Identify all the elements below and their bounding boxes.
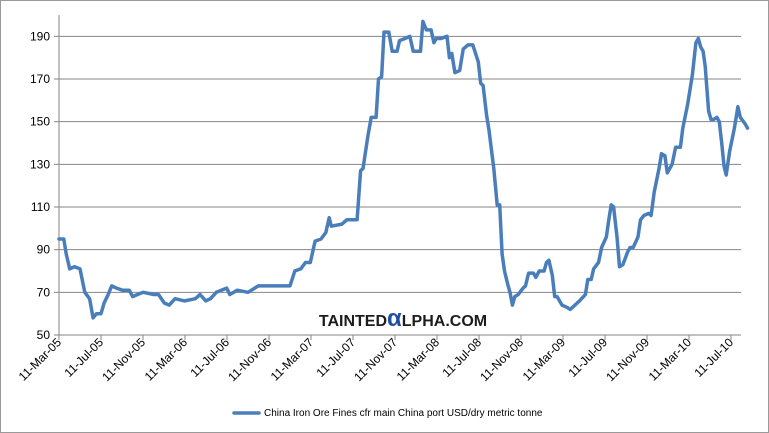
y-tick-label: 170	[30, 72, 50, 86]
y-tick-label: 50	[37, 328, 51, 342]
x-tick-label: 11-Mar-08	[394, 335, 443, 384]
x-tick-label: 11-Nov-05	[99, 335, 148, 384]
watermark-background	[306, 306, 499, 332]
legend: China Iron Ore Fines cfr main China port…	[232, 408, 543, 419]
legend-label: China Iron Ore Fines cfr main China port…	[264, 408, 543, 419]
watermark-text-before: TAINTED	[319, 313, 387, 330]
series-layer	[57, 19, 750, 320]
y-tick-label: 90	[37, 243, 51, 257]
x-tick-label: 11-Nov-06	[225, 335, 274, 384]
axes	[58, 15, 741, 336]
x-tick-label: 11-Nov-09	[603, 335, 652, 384]
series-line	[57, 19, 750, 320]
x-tick-label: 11-Mar-07	[268, 335, 317, 384]
watermark-text-after: LPHA.COM	[402, 313, 487, 330]
y-tick-label: 190	[30, 29, 50, 43]
watermark-alpha-glyph: α	[387, 305, 402, 332]
y-tick-label: 130	[30, 157, 50, 171]
watermark-logo: TAINTEDαLPHA.COM	[306, 305, 499, 332]
y-tick-label: 70	[37, 285, 51, 299]
x-tick-label: 11-Mar-10	[646, 335, 695, 384]
gridlines	[59, 35, 741, 293]
x-tick-label: 11-Mar-05	[16, 335, 65, 384]
x-tick-label: 11-Nov-08	[477, 335, 526, 384]
x-tick-label: 11-Nov-07	[351, 335, 400, 384]
watermark-text: TAINTEDαLPHA.COM	[319, 305, 487, 332]
x-tick-label: 11-Mar-09	[520, 335, 569, 384]
y-axis-ticks: 50 70 90 110 130 150 170 190	[30, 29, 59, 342]
x-axis-ticks: 11-Mar-0511-Jul-0511-Nov-0511-Mar-0611-J…	[16, 335, 737, 384]
y-tick-label: 110	[31, 200, 50, 214]
x-tick-label: 11-Jul-10	[691, 335, 736, 380]
y-tick-label: 150	[30, 115, 50, 129]
x-tick-label: 11-Mar-06	[142, 335, 191, 384]
